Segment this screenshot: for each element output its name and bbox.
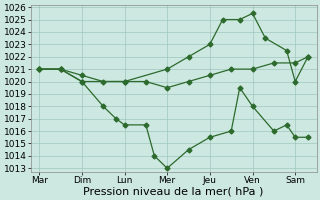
X-axis label: Pression niveau de la mer( hPa ): Pression niveau de la mer( hPa ) [84,187,264,197]
